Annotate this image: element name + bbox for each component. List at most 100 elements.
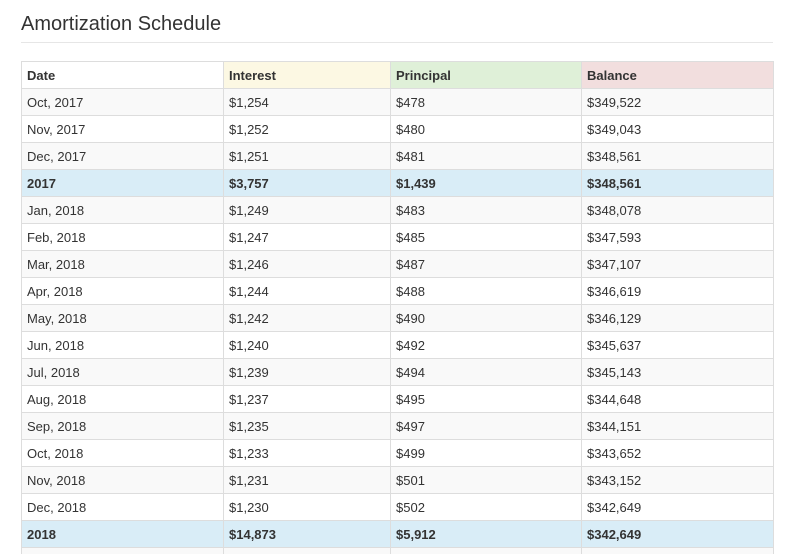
cell-date: Mar, 2018: [21, 250, 224, 278]
cell-interest: $3,757: [223, 169, 391, 197]
amortization-table: Date Interest Principal Balance Oct, 201…: [21, 61, 774, 554]
cell-date: Oct, 2017: [21, 88, 224, 116]
cell-balance: $347,593: [581, 223, 774, 251]
cell-interest: $1,251: [223, 142, 391, 170]
cell-date: Jun, 2018: [21, 331, 224, 359]
table-header-row: Date Interest Principal Balance: [21, 61, 774, 89]
header-interest: Interest: [223, 61, 391, 89]
cell-principal: $494: [390, 358, 582, 386]
table-body: Oct, 2017 $1,254 $478 $349,522 Nov, 2017…: [21, 88, 774, 554]
cell-interest: $1,239: [223, 358, 391, 386]
cell-interest: $1,242: [223, 304, 391, 332]
cell-balance: $349,522: [581, 88, 774, 116]
header-principal: Principal: [390, 61, 582, 89]
table-row: Dec, 2018 $1,230 $502 $342,649: [21, 493, 774, 521]
cell-date: Nov, 2018: [21, 466, 224, 494]
table-row: Dec, 2017 $1,251 $481 $348,561: [21, 142, 774, 170]
cell-date: Apr, 2018: [21, 277, 224, 305]
cell-interest: $1,249: [223, 196, 391, 224]
cell-balance: $344,648: [581, 385, 774, 413]
table-row: Jul, 2018 $1,239 $494 $345,143: [21, 358, 774, 386]
cell-empty: [390, 547, 582, 554]
table-row: May, 2018 $1,242 $490 $346,129: [21, 304, 774, 332]
table-row: Sep, 2018 $1,235 $497 $344,151: [21, 412, 774, 440]
table-row: Jan, 2018 $1,249 $483 $348,078: [21, 196, 774, 224]
table-row: Nov, 2017 $1,252 $480 $349,043: [21, 115, 774, 143]
cell-balance: $347,107: [581, 250, 774, 278]
cell-date: Dec, 2018: [21, 493, 224, 521]
table-row: Oct, 2018 $1,233 $499 $343,652: [21, 439, 774, 467]
cell-empty: [581, 547, 774, 554]
cell-interest: $1,237: [223, 385, 391, 413]
cell-date: Nov, 2017: [21, 115, 224, 143]
cell-principal: $478: [390, 88, 582, 116]
cell-interest: $14,873: [223, 520, 391, 548]
cell-date: Aug, 2018: [21, 385, 224, 413]
table-row: Oct, 2017 $1,254 $478 $349,522: [21, 88, 774, 116]
cell-interest: $1,244: [223, 277, 391, 305]
cell-principal: $492: [390, 331, 582, 359]
table-row: Aug, 2018 $1,237 $495 $344,648: [21, 385, 774, 413]
cell-principal: $497: [390, 412, 582, 440]
cell-date: Oct, 2018: [21, 439, 224, 467]
cell-balance: $348,561: [581, 169, 774, 197]
cell-date: Dec, 2017: [21, 142, 224, 170]
table-row: Jun, 2018 $1,240 $492 $345,637: [21, 331, 774, 359]
cell-principal: $490: [390, 304, 582, 332]
cell-balance: $346,129: [581, 304, 774, 332]
table-row: Mar, 2018 $1,246 $487 $347,107: [21, 250, 774, 278]
year-total-row: 2018 $14,873 $5,912 $342,649: [21, 520, 774, 548]
cell-principal: $495: [390, 385, 582, 413]
cell-empty: [21, 547, 224, 554]
cell-principal: $485: [390, 223, 582, 251]
cell-principal: $5,912: [390, 520, 582, 548]
cell-principal: $481: [390, 142, 582, 170]
cell-interest: $1,235: [223, 412, 391, 440]
table-row: Apr, 2018 $1,244 $488 $346,619: [21, 277, 774, 305]
cell-balance: $349,043: [581, 115, 774, 143]
cell-date: May, 2018: [21, 304, 224, 332]
title-divider: [21, 42, 773, 43]
cell-principal: $483: [390, 196, 582, 224]
cell-interest: $1,240: [223, 331, 391, 359]
cell-principal: $488: [390, 277, 582, 305]
year-total-row: 2017 $3,757 $1,439 $348,561: [21, 169, 774, 197]
cell-interest: $1,231: [223, 466, 391, 494]
cell-balance: $346,619: [581, 277, 774, 305]
cell-principal: $502: [390, 493, 582, 521]
cell-balance: $344,151: [581, 412, 774, 440]
cell-balance: $342,649: [581, 493, 774, 521]
cell-balance: $348,078: [581, 196, 774, 224]
header-balance: Balance: [581, 61, 774, 89]
cell-balance: $345,637: [581, 331, 774, 359]
cell-balance: $343,652: [581, 439, 774, 467]
cell-interest: $1,252: [223, 115, 391, 143]
cell-date: 2018: [21, 520, 224, 548]
cell-principal: $1,439: [390, 169, 582, 197]
table-row: Nov, 2018 $1,231 $501 $343,152: [21, 466, 774, 494]
cell-principal: $487: [390, 250, 582, 278]
cell-empty: [223, 547, 391, 554]
cell-balance: $343,152: [581, 466, 774, 494]
cell-principal: $499: [390, 439, 582, 467]
table-row: Feb, 2018 $1,247 $485 $347,593: [21, 223, 774, 251]
next-row-cutoff: [21, 547, 774, 554]
cell-interest: $1,247: [223, 223, 391, 251]
cell-interest: $1,246: [223, 250, 391, 278]
cell-date: Jan, 2018: [21, 196, 224, 224]
cell-date: Jul, 2018: [21, 358, 224, 386]
page-title: Amortization Schedule: [21, 13, 222, 35]
cell-interest: $1,230: [223, 493, 391, 521]
cell-principal: $501: [390, 466, 582, 494]
cell-date: Feb, 2018: [21, 223, 224, 251]
cell-balance: $345,143: [581, 358, 774, 386]
cell-balance: $348,561: [581, 142, 774, 170]
cell-date: Sep, 2018: [21, 412, 224, 440]
cell-principal: $480: [390, 115, 582, 143]
cell-interest: $1,233: [223, 439, 391, 467]
cell-interest: $1,254: [223, 88, 391, 116]
cell-balance: $342,649: [581, 520, 774, 548]
cell-date: 2017: [21, 169, 224, 197]
header-date: Date: [21, 61, 224, 89]
